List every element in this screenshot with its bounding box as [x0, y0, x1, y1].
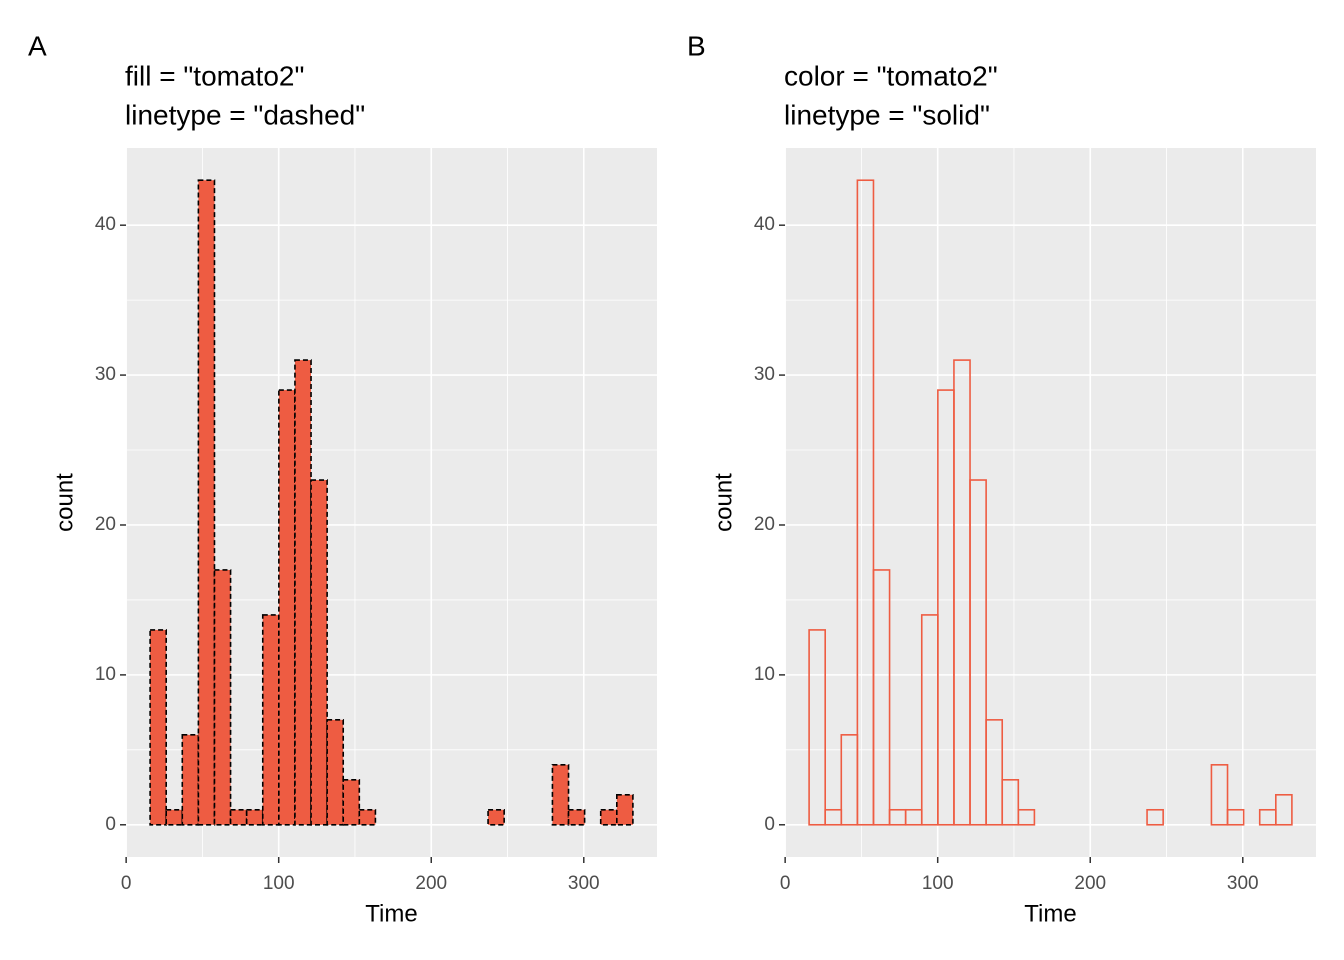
- bar: [1017, 808, 1036, 826]
- bar: [1146, 808, 1164, 826]
- x-tick-label: 300: [1227, 873, 1259, 894]
- bar: [487, 808, 505, 826]
- bar: [229, 808, 248, 826]
- y-tick-label: 0: [105, 814, 116, 835]
- chart-title: color = "tomato2": [784, 60, 998, 91]
- panel-tag: A: [28, 30, 47, 61]
- bar: [599, 808, 618, 826]
- bar: [969, 479, 987, 826]
- y-tick-label: 40: [95, 214, 116, 235]
- bar: [808, 629, 826, 826]
- panel-tag: B: [687, 30, 706, 61]
- x-tick-label: 300: [568, 873, 600, 894]
- y-axis-title: count: [710, 473, 737, 532]
- bar: [213, 569, 232, 826]
- bar: [1001, 779, 1020, 826]
- chart-title: fill = "tomato2": [125, 60, 304, 91]
- y-tick-label: 20: [95, 514, 116, 535]
- y-axis-title: count: [51, 473, 78, 532]
- bar: [1275, 793, 1293, 826]
- bar: [1210, 764, 1229, 826]
- y-tick-label: 10: [95, 664, 116, 685]
- x-tick-label: 100: [922, 873, 954, 894]
- bar: [342, 779, 361, 826]
- y-tick-label: 30: [754, 364, 775, 385]
- bar: [149, 629, 167, 826]
- y-tick-label: 0: [764, 814, 775, 835]
- bar: [165, 808, 184, 826]
- bar: [181, 734, 200, 826]
- y-tick-label: 30: [95, 364, 116, 385]
- x-tick-label: 0: [780, 873, 791, 894]
- bar: [985, 719, 1004, 826]
- bar: [197, 179, 216, 826]
- bar: [551, 764, 570, 826]
- bar: [856, 179, 875, 826]
- x-tick-label: 200: [1074, 873, 1106, 894]
- bar: [278, 389, 296, 826]
- chart-title: linetype = "solid": [784, 99, 990, 130]
- x-tick-label: 100: [263, 873, 295, 894]
- x-tick-label: 0: [121, 873, 132, 894]
- bar: [358, 808, 377, 826]
- bar: [872, 569, 891, 826]
- x-axis-title: Time: [1024, 900, 1076, 927]
- y-tick-label: 10: [754, 664, 775, 685]
- panel-background: [785, 148, 1316, 857]
- y-tick-label: 40: [754, 214, 775, 235]
- bar: [294, 359, 312, 826]
- chart-title: linetype = "dashed": [125, 99, 365, 130]
- bar: [567, 808, 586, 826]
- x-axis-title: Time: [365, 900, 417, 927]
- bar: [326, 719, 345, 826]
- bar: [616, 793, 634, 826]
- bar: [245, 808, 264, 826]
- x-tick-label: 200: [415, 873, 447, 894]
- bar: [261, 614, 280, 826]
- y-tick-label: 20: [754, 514, 775, 535]
- bar: [1226, 808, 1245, 826]
- bar: [310, 479, 328, 826]
